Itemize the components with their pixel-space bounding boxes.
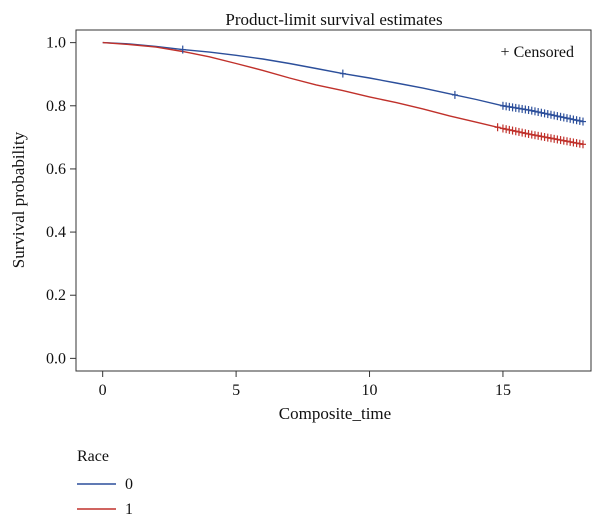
censored-note: + Censored <box>501 44 574 61</box>
legend-label-race-0: 0 <box>125 476 133 493</box>
censor-marks <box>179 45 586 149</box>
legend-title: Race <box>77 448 109 465</box>
chart-title: Product-limit survival estimates <box>225 10 442 29</box>
y-tick-label: 1.0 <box>46 35 66 52</box>
x-tick-label: 5 <box>232 382 240 399</box>
y-tick-label: 0.0 <box>46 350 66 367</box>
x-tick-label: 0 <box>99 382 107 399</box>
x-axis: 0 5 10 15 <box>99 371 511 399</box>
x-axis-label: Composite_time <box>279 404 391 423</box>
y-tick-label: 0.4 <box>46 224 66 241</box>
x-tick-label: 15 <box>495 382 511 399</box>
y-tick-label: 0.2 <box>46 287 66 304</box>
legend-label-race-1: 1 <box>125 501 133 517</box>
y-axis: 0.0 0.2 0.4 0.6 0.8 1.0 <box>46 35 76 367</box>
x-tick-label: 10 <box>362 382 378 399</box>
legend: Race 0 1 <box>77 448 133 517</box>
y-tick-label: 0.8 <box>46 98 66 115</box>
plot-frame <box>75 29 592 372</box>
y-axis-label: Survival probability <box>9 131 28 268</box>
y-tick-label: 0.6 <box>46 161 66 178</box>
